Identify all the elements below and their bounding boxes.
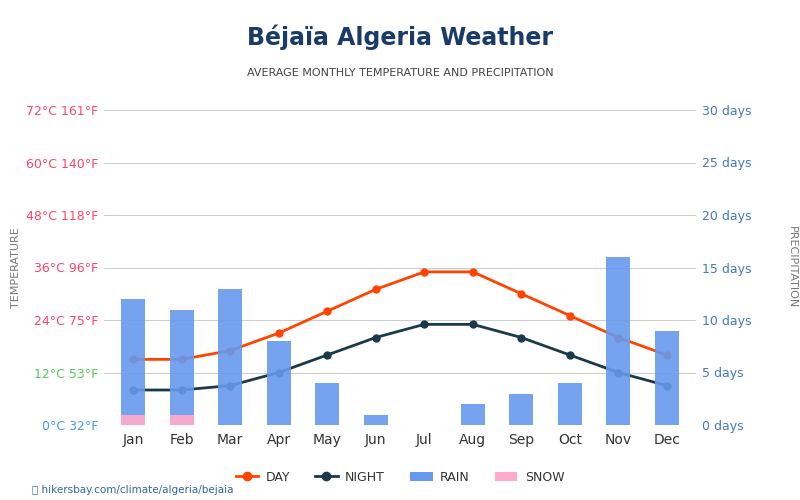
NIGHT — [468, 322, 478, 328]
DAY — [177, 356, 186, 362]
NIGHT — [226, 382, 235, 388]
Text: TEMPERATURE: TEMPERATURE — [11, 227, 21, 308]
NIGHT — [614, 370, 623, 376]
NIGHT — [322, 352, 332, 358]
DAY — [371, 286, 381, 292]
DAY — [517, 290, 526, 296]
Bar — [461, 404, 485, 425]
NIGHT — [662, 382, 672, 388]
Bar — [606, 257, 630, 425]
Bar — [218, 288, 242, 425]
Line: DAY: DAY — [130, 268, 670, 363]
DAY — [614, 334, 623, 340]
Bar — [170, 310, 194, 425]
Bar — [654, 330, 679, 425]
DAY — [468, 269, 478, 275]
Legend: DAY, NIGHT, RAIN, SNOW: DAY, NIGHT, RAIN, SNOW — [230, 466, 570, 489]
DAY — [662, 352, 672, 358]
Bar — [170, 414, 194, 425]
NIGHT — [565, 352, 574, 358]
DAY — [226, 348, 235, 354]
DAY — [274, 330, 283, 336]
Bar — [509, 394, 534, 425]
Text: Béjaïa Algeria Weather: Béjaïa Algeria Weather — [247, 25, 553, 50]
Text: PRECIPITATION: PRECIPITATION — [787, 226, 797, 308]
Line: NIGHT: NIGHT — [130, 321, 670, 394]
Bar — [558, 383, 582, 425]
Bar — [121, 299, 146, 425]
Text: AVERAGE MONTHLY TEMPERATURE AND PRECIPITATION: AVERAGE MONTHLY TEMPERATURE AND PRECIPIT… — [246, 68, 554, 78]
NIGHT — [371, 334, 381, 340]
DAY — [419, 269, 429, 275]
DAY — [322, 308, 332, 314]
Bar — [364, 414, 388, 425]
NIGHT — [419, 322, 429, 328]
NIGHT — [274, 370, 283, 376]
NIGHT — [177, 387, 186, 393]
Bar — [266, 341, 291, 425]
NIGHT — [517, 334, 526, 340]
DAY — [565, 312, 574, 318]
Bar — [315, 383, 339, 425]
Bar — [121, 414, 146, 425]
NIGHT — [128, 387, 138, 393]
Text: 🌍 hikersbay.com/climate/algeria/bejaia: 🌍 hikersbay.com/climate/algeria/bejaia — [32, 485, 234, 495]
DAY — [128, 356, 138, 362]
